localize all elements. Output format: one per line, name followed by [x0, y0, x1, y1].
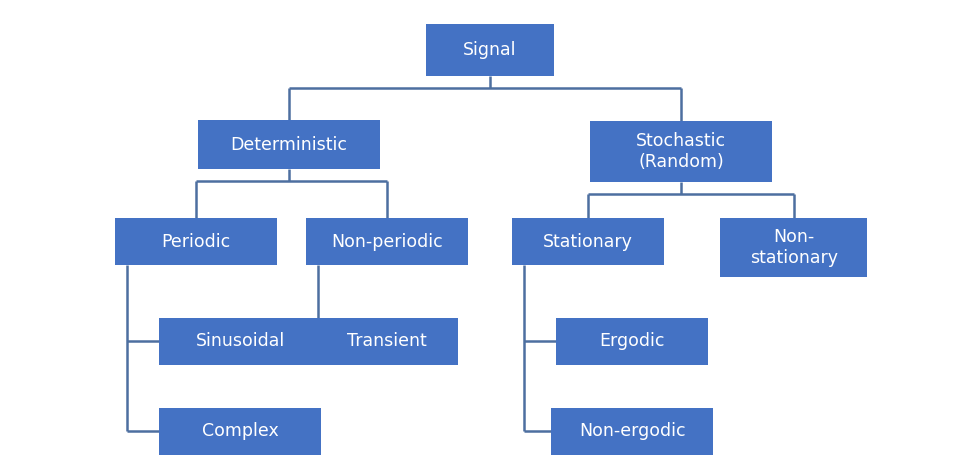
Text: Non-periodic: Non-periodic: [331, 233, 443, 251]
FancyBboxPatch shape: [316, 318, 459, 365]
Text: Sinusoidal: Sinusoidal: [195, 332, 285, 350]
Text: Transient: Transient: [347, 332, 427, 350]
Text: Signal: Signal: [464, 41, 516, 59]
FancyBboxPatch shape: [590, 121, 771, 182]
Text: Periodic: Periodic: [162, 233, 230, 251]
FancyBboxPatch shape: [426, 24, 554, 76]
FancyBboxPatch shape: [198, 120, 379, 170]
Text: Ergodic: Ergodic: [600, 332, 664, 350]
FancyBboxPatch shape: [116, 218, 277, 265]
Text: Stochastic
(Random): Stochastic (Random): [636, 132, 726, 171]
Text: Deterministic: Deterministic: [230, 136, 348, 154]
FancyBboxPatch shape: [306, 218, 468, 265]
FancyBboxPatch shape: [512, 218, 664, 265]
FancyBboxPatch shape: [557, 318, 708, 365]
FancyBboxPatch shape: [720, 218, 867, 277]
FancyBboxPatch shape: [159, 318, 321, 365]
Text: Non-
stationary: Non- stationary: [750, 228, 838, 267]
Text: Complex: Complex: [202, 422, 278, 440]
FancyBboxPatch shape: [159, 408, 321, 455]
Text: Stationary: Stationary: [543, 233, 633, 251]
Text: Non-ergodic: Non-ergodic: [579, 422, 685, 440]
FancyBboxPatch shape: [551, 408, 713, 455]
